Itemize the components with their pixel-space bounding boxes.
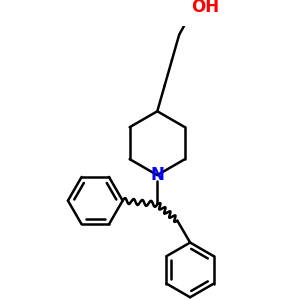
Text: N: N (150, 166, 164, 184)
Text: OH: OH (191, 0, 219, 16)
